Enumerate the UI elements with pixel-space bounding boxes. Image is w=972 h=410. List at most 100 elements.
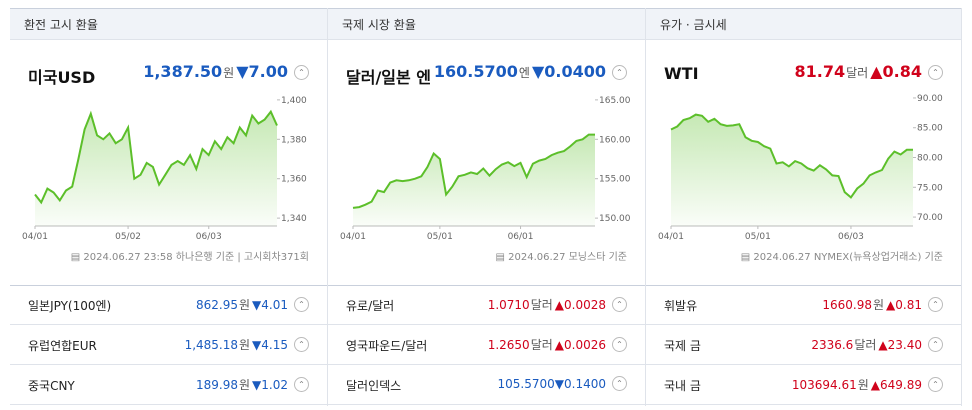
chart: 70.00 75.00 80.00 85.00 90.00 04/01 05/01 06/03: [658, 94, 943, 240]
toggle-button[interactable]: ⌃: [612, 65, 627, 80]
x-tick-label: 06/03: [838, 232, 864, 240]
value-block: 189.98원 ▼1.02 ⌃: [196, 376, 309, 393]
source: ▤ 2024.06.27 23:58 하나은행 기준 | 고시회차371회: [71, 248, 309, 263]
value-block: 105.5700▼0.1400 ⌃: [498, 376, 627, 391]
change: ▲0.0028: [554, 298, 606, 312]
x-tick-label: 05/02: [115, 232, 141, 240]
main-panel: 미국USD 1,387.50원 ▼7.00 ⌃ ▤ 2024.06.27 23:58 하…: [10, 40, 327, 286]
area: [671, 114, 913, 226]
y-tick-label: 1,340: [281, 214, 307, 224]
row-name: 휘발유: [664, 299, 698, 313]
y-tick-label: 155.00: [599, 175, 631, 185]
tab-header: 국제 시장 환율: [328, 8, 645, 40]
unit: 달러: [530, 338, 553, 352]
y-tick-label: 1,380: [281, 135, 307, 145]
x-tick-label: 04/01: [340, 232, 366, 240]
toggle-button[interactable]: ⌃: [294, 377, 309, 392]
value: 81.74: [794, 62, 846, 81]
toggle-button[interactable]: ⌃: [928, 297, 943, 312]
y-tick-label: 80.00: [917, 154, 943, 164]
main-panel: WTI 81.74달러 ▲0.84 ⌃ ▤ 2024.06.27 NYMEX(뉴욕상업거…: [646, 40, 961, 286]
value: 103694.61: [791, 378, 857, 392]
y-tick-label: 75.00: [917, 183, 943, 193]
row-name: 국제 금: [664, 339, 701, 353]
unit: 달러: [854, 338, 877, 352]
panel-name: 달러/일본 엔: [346, 68, 432, 87]
source: ▤ 2024.06.27 모닝스타 기준: [496, 248, 627, 263]
source-extra: 고시회차371회: [243, 252, 309, 263]
row: 영국파운드/달러 1.2650달러 ▲0.0026 ⌃: [328, 325, 645, 365]
chart: 150.00 155.00 160.00 165.00 04/01 05/01 06/01: [340, 96, 631, 240]
toggle-button[interactable]: ⌃: [612, 337, 627, 352]
row-name: 국내 금: [664, 379, 701, 393]
tab-header: 환전 고시 환율: [10, 8, 327, 40]
row-name: 일본JPY(100엔): [28, 299, 112, 313]
toggle-button[interactable]: ⌃: [928, 65, 943, 80]
value: 1,485.18: [184, 338, 238, 352]
value-block: 103694.61원 ▲649.89 ⌃: [792, 376, 943, 393]
source-text: 2024.06.27 모닝스타 기준: [508, 252, 627, 263]
unit: 달러: [530, 298, 553, 312]
y-tick-label: 90.00: [917, 94, 943, 104]
change: ▲649.89: [870, 378, 922, 392]
x-tick-label: 04/01: [658, 232, 684, 240]
toggle-button[interactable]: ⌃: [294, 337, 309, 352]
value-block: 1660.98원 ▲0.81 ⌃: [822, 296, 943, 313]
chart: 1,340 1,360 1,380 1,400 04/01 05/02 06/03: [22, 96, 307, 240]
change: ▼7.00: [236, 62, 288, 81]
value: 1660.98: [822, 298, 872, 312]
toggle-button[interactable]: ⌃: [612, 297, 627, 312]
row: 휘발유 1660.98원 ▲0.81 ⌃: [646, 285, 961, 325]
y-tick-label: 85.00: [917, 124, 943, 134]
y-tick-label: 1,360: [281, 175, 307, 185]
value-block: 1.2650달러 ▲0.0026 ⌃: [488, 336, 627, 353]
toggle-button[interactable]: ⌃: [612, 376, 627, 391]
toggle-button[interactable]: ⌃: [294, 297, 309, 312]
value: 1.0710: [487, 298, 530, 312]
row-name: 유로/달러: [346, 299, 395, 313]
source: ▤ 2024.06.27 NYMEX(뉴욕상업거래소) 기준: [741, 248, 943, 263]
source-icon: ▤: [495, 252, 509, 263]
row: 유로/달러 1.0710달러 ▲0.0028 ⌃: [328, 285, 645, 325]
change: ▲0.0026: [554, 338, 606, 352]
y-tick-label: 70.00: [917, 213, 943, 223]
tab-header: 유가 · 금시세: [646, 8, 961, 40]
value: 862.95: [196, 298, 238, 312]
source-text: 2024.06.27 NYMEX(뉴욕상업거래소) 기준: [753, 252, 943, 263]
area: [35, 111, 277, 226]
toggle-button[interactable]: ⌃: [928, 337, 943, 352]
y-tick-label: 165.00: [599, 96, 631, 106]
y-tick-label: 160.00: [599, 135, 631, 145]
unit: 원: [239, 338, 251, 352]
value-block: 2336.6달러 ▲23.40 ⌃: [811, 336, 943, 353]
line: [34, 109, 278, 205]
source-text: 2024.06.27 23:58 하나은행 기준: [83, 252, 235, 263]
value-block: 1,387.50원 ▼7.00 ⌃: [143, 62, 309, 81]
column: 환전 고시 환율 미국USD 1,387.50원 ▼7.00 ⌃ ▤ 2024.06.27…: [10, 8, 328, 406]
row: 국제 금 2336.6달러 ▲23.40 ⌃: [646, 325, 961, 365]
panel-name: WTI: [664, 64, 699, 83]
toggle-button[interactable]: ⌃: [928, 377, 943, 392]
row-name: 중국CNY: [28, 379, 75, 393]
unit: 원: [239, 298, 251, 312]
change: ▼0.0400: [531, 62, 606, 81]
x-tick-label: 04/01: [22, 232, 48, 240]
row-name: 영국파운드/달러: [346, 339, 428, 353]
value-block: 81.74달러 ▲0.84 ⌃: [795, 62, 943, 81]
value: 105.5700: [497, 377, 555, 391]
change: ▲0.84: [870, 62, 922, 81]
y-tick-label: 150.00: [599, 214, 631, 224]
area: [353, 134, 595, 226]
row: 일본JPY(100엔) 862.95원 ▼4.01 ⌃: [10, 285, 327, 325]
value: 1.2650: [487, 338, 530, 352]
row-name: 유럽연합EUR: [28, 339, 97, 353]
toggle-button[interactable]: ⌃: [294, 65, 309, 80]
value-block: 862.95원 ▼4.01 ⌃: [196, 296, 309, 313]
source-icon: ▤: [740, 252, 754, 263]
x-tick-label: 05/01: [427, 232, 453, 240]
y-tick-label: 1,400: [281, 96, 307, 106]
value-block: 1,485.18원 ▼4.15 ⌃: [185, 336, 309, 353]
panel-name: 미국USD: [28, 68, 96, 87]
value-block: 1.0710달러 ▲0.0028 ⌃: [488, 296, 627, 313]
